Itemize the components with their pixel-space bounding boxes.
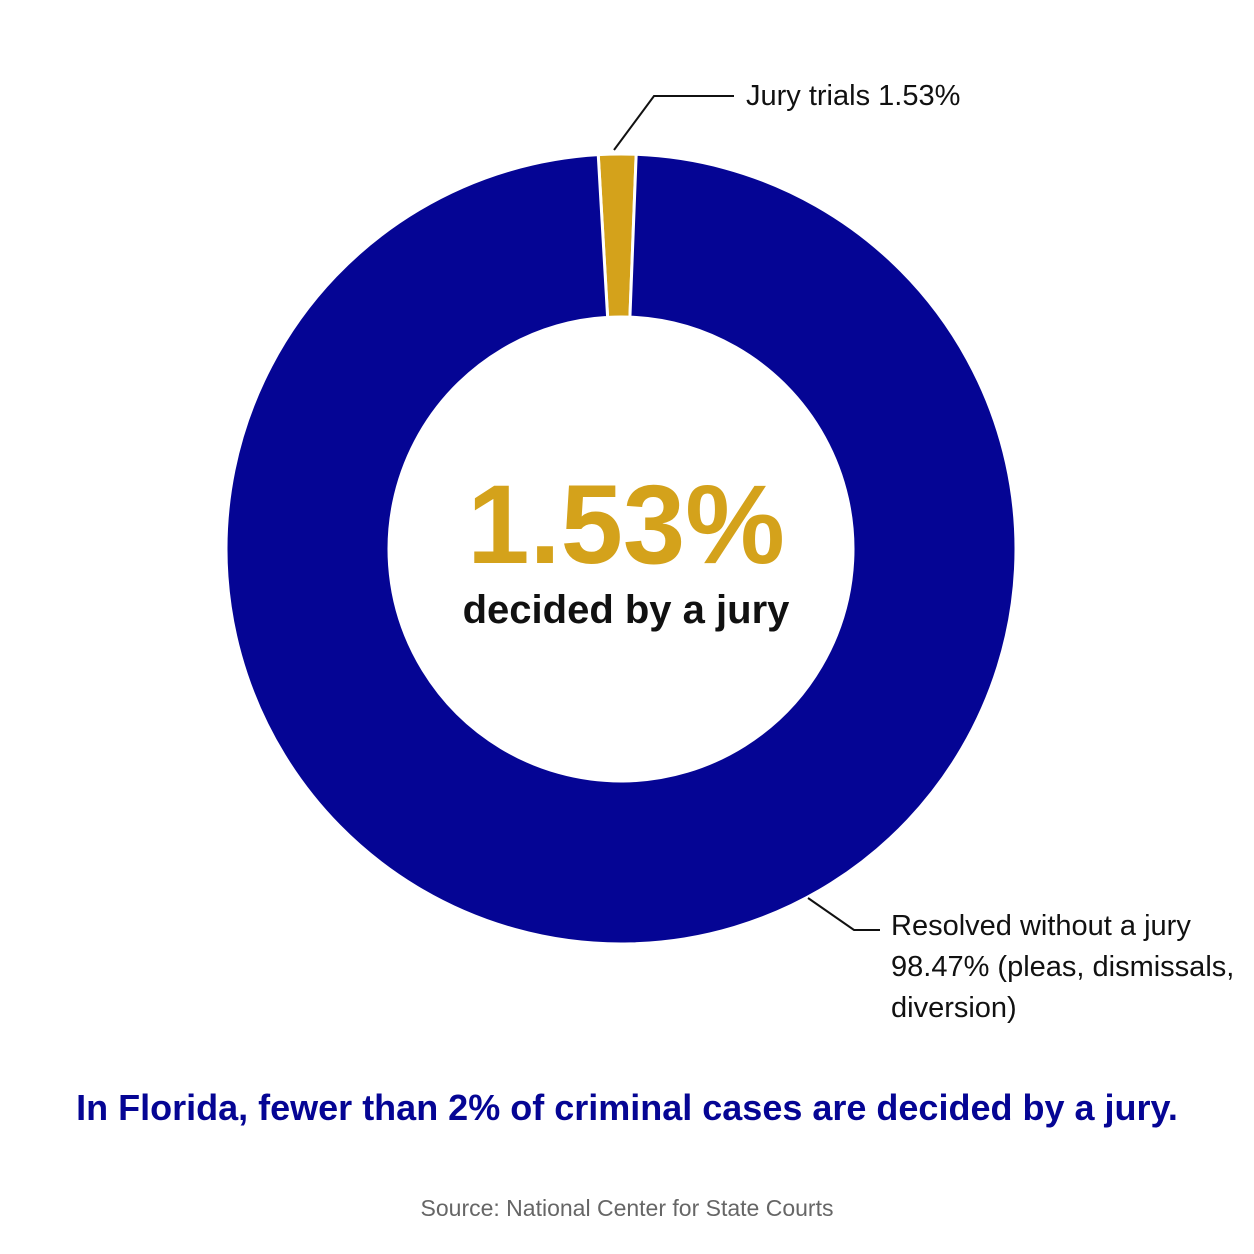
headline: In Florida, fewer than 2% of criminal ca… bbox=[76, 1087, 1178, 1128]
slice-resolved-without-jury bbox=[224, 152, 1018, 946]
slice-label-nojury-line2: 98.47% (pleas, dismissals, bbox=[891, 951, 1235, 983]
center-value: 1.53% bbox=[467, 462, 785, 587]
source-note: Source: National Center for State Courts bbox=[420, 1195, 834, 1221]
leader-lines bbox=[613, 95, 880, 931]
slice-label-nojury: Resolved without a jury 98.47% (pleas, d… bbox=[891, 906, 1234, 1029]
slice-label-nojury-line3: diversion) bbox=[891, 992, 1017, 1024]
leader-line-nojury bbox=[807, 897, 880, 931]
slice-label-nojury-line1: Resolved without a jury bbox=[891, 910, 1191, 942]
slice-label-jury: Jury trials 1.53% bbox=[746, 76, 960, 117]
leader-line-jury bbox=[613, 95, 734, 151]
slice-label-jury-text: Jury trials 1.53% bbox=[746, 80, 961, 112]
center-caption: decided by a jury bbox=[462, 588, 790, 632]
